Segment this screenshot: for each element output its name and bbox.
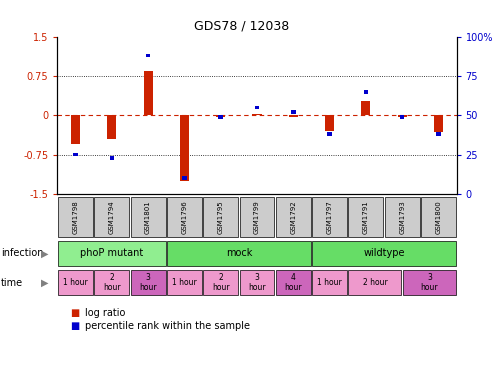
FancyBboxPatch shape — [276, 197, 311, 237]
Bar — [73, 153, 78, 157]
FancyBboxPatch shape — [131, 197, 166, 237]
FancyBboxPatch shape — [94, 197, 129, 237]
Text: GSM1793: GSM1793 — [399, 200, 405, 234]
FancyBboxPatch shape — [312, 241, 456, 266]
Text: percentile rank within the sample: percentile rank within the sample — [85, 321, 250, 331]
FancyBboxPatch shape — [58, 197, 93, 237]
Text: GSM1796: GSM1796 — [182, 200, 188, 234]
FancyBboxPatch shape — [167, 197, 202, 237]
FancyBboxPatch shape — [94, 270, 129, 295]
Bar — [254, 105, 259, 109]
FancyBboxPatch shape — [167, 270, 202, 295]
Bar — [107, 115, 116, 139]
Text: ▶: ▶ — [41, 278, 49, 288]
Text: 3
hour: 3 hour — [421, 273, 438, 292]
FancyBboxPatch shape — [203, 197, 238, 237]
FancyBboxPatch shape — [58, 270, 93, 295]
Text: ▶: ▶ — [41, 249, 49, 258]
Text: 2
hour: 2 hour — [103, 273, 121, 292]
Text: 4
hour: 4 hour — [284, 273, 302, 292]
Bar — [144, 71, 153, 115]
Text: ■: ■ — [70, 321, 79, 331]
Bar — [216, 115, 225, 117]
Bar — [434, 115, 443, 132]
FancyBboxPatch shape — [131, 270, 166, 295]
Text: GSM1795: GSM1795 — [218, 200, 224, 234]
Bar — [364, 90, 368, 94]
Bar — [436, 132, 441, 136]
Text: GSM1794: GSM1794 — [109, 200, 115, 234]
Text: phoP mutant: phoP mutant — [80, 249, 143, 258]
FancyBboxPatch shape — [421, 197, 456, 237]
Bar — [71, 115, 80, 144]
Bar — [180, 115, 189, 181]
Text: GDS78 / 12038: GDS78 / 12038 — [195, 20, 289, 33]
Text: log ratio: log ratio — [85, 308, 125, 318]
FancyBboxPatch shape — [276, 270, 311, 295]
Text: GSM1799: GSM1799 — [254, 200, 260, 234]
FancyBboxPatch shape — [240, 197, 274, 237]
Text: infection: infection — [1, 249, 43, 258]
Bar — [219, 115, 223, 119]
Bar — [325, 115, 334, 131]
FancyBboxPatch shape — [167, 241, 311, 266]
Text: GSM1801: GSM1801 — [145, 200, 151, 234]
Text: 1 hour: 1 hour — [172, 278, 197, 287]
Text: GSM1797: GSM1797 — [326, 200, 332, 234]
Bar — [289, 115, 298, 117]
Bar — [291, 110, 295, 114]
Bar — [182, 176, 187, 180]
FancyBboxPatch shape — [348, 270, 401, 295]
Text: time: time — [1, 278, 23, 288]
FancyBboxPatch shape — [385, 197, 420, 237]
Text: 1 hour: 1 hour — [63, 278, 88, 287]
Bar — [361, 101, 370, 115]
FancyBboxPatch shape — [240, 270, 274, 295]
Text: 1 hour: 1 hour — [317, 278, 342, 287]
FancyBboxPatch shape — [312, 197, 347, 237]
Text: GSM1792: GSM1792 — [290, 200, 296, 234]
Text: GSM1791: GSM1791 — [363, 200, 369, 234]
Bar — [400, 115, 404, 119]
Bar — [110, 156, 114, 160]
FancyBboxPatch shape — [403, 270, 456, 295]
Text: 2
hour: 2 hour — [212, 273, 230, 292]
Bar — [327, 132, 332, 136]
Text: mock: mock — [226, 249, 252, 258]
Text: GSM1800: GSM1800 — [436, 200, 442, 234]
Text: 2 hour: 2 hour — [363, 278, 387, 287]
Text: GSM1798: GSM1798 — [72, 200, 78, 234]
Text: 3
hour: 3 hour — [248, 273, 266, 292]
FancyBboxPatch shape — [58, 241, 166, 266]
FancyBboxPatch shape — [348, 197, 383, 237]
Bar — [398, 115, 407, 117]
Text: wildtype: wildtype — [363, 249, 405, 258]
FancyBboxPatch shape — [312, 270, 347, 295]
Bar — [146, 54, 150, 57]
Text: ■: ■ — [70, 308, 79, 318]
Text: 3
hour: 3 hour — [139, 273, 157, 292]
Bar — [252, 114, 261, 115]
FancyBboxPatch shape — [203, 270, 238, 295]
